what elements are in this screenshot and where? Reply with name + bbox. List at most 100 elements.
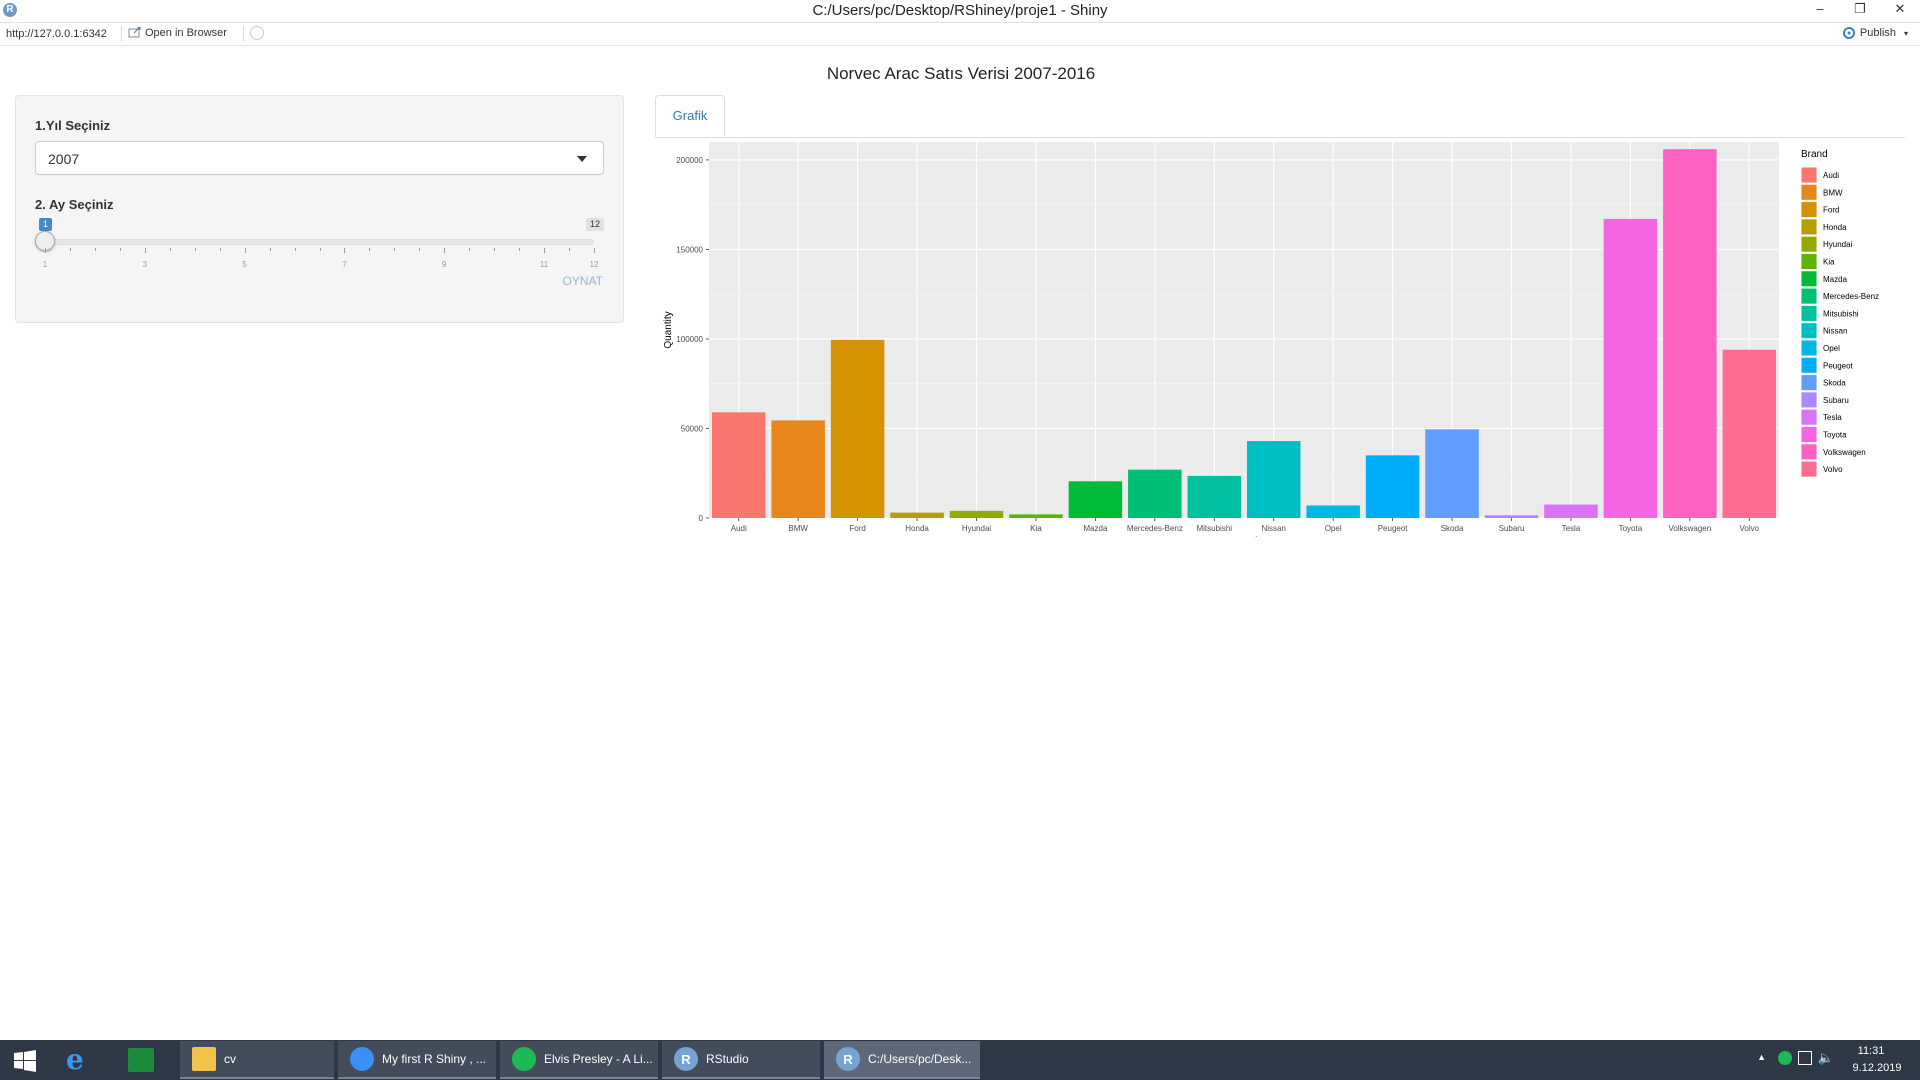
slider-tick	[269, 248, 271, 251]
x-tick-label: Mercedes-Benz	[1127, 524, 1183, 533]
slider-tick	[569, 248, 571, 251]
legend-swatch-tesla	[1801, 409, 1817, 425]
legend-label: Tesla	[1823, 413, 1842, 422]
sidebar-panel: 1.Yıl Seçiniz 2007 2. Ay Seçiniz 1 12 1 3…	[15, 95, 624, 323]
bar-volvo	[1722, 349, 1777, 518]
month-label: 2. Ay Seçiniz	[35, 197, 114, 212]
x-tick-label: Tesla	[1562, 524, 1581, 533]
legend-label: Mitsubishi	[1823, 309, 1859, 318]
slider-tick	[319, 248, 321, 251]
year-label: 1.Yıl Seçiniz	[35, 118, 111, 133]
bar-mercedes-benz	[1128, 469, 1182, 518]
restore-button[interactable]: ❐	[1854, 1, 1866, 16]
legend-title: Brand	[1801, 149, 1828, 160]
minimize-button[interactable]: –	[1816, 1, 1824, 16]
legend-swatch-mitsubishi	[1801, 305, 1817, 321]
y-tick-label: 50000	[681, 424, 704, 433]
internet-explorer-icon[interactable]: e	[66, 1043, 84, 1076]
x-tick-label: Audi	[731, 524, 747, 533]
window-title: C:/Users/pc/Desktop/RShiney/proje1 - Shi…	[812, 2, 1108, 19]
chrome-icon	[350, 1047, 374, 1071]
x-tick-label: Mazda	[1083, 524, 1108, 533]
taskbar-item[interactable]: R C:/Users/pc/Desk...	[824, 1041, 980, 1079]
legend-label: Mercedes-Benz	[1823, 292, 1879, 301]
taskbar-item[interactable]: R RStudio	[662, 1041, 820, 1079]
folder-icon	[192, 1047, 216, 1071]
slider-tick	[94, 248, 96, 251]
slider-max-badge: 12	[585, 218, 604, 231]
legend-swatch-honda	[1801, 219, 1817, 235]
publish-button[interactable]: Publish ▾	[1842, 27, 1908, 39]
legend-swatch-hyundai	[1801, 236, 1817, 252]
open-in-browser-button[interactable]: Open in Browser	[128, 27, 227, 39]
legend-label: BMW	[1823, 188, 1843, 197]
legend-swatch-volvo	[1801, 461, 1817, 477]
slider-tick	[369, 248, 371, 251]
legend-swatch-peugeot	[1801, 357, 1817, 373]
refresh-icon[interactable]	[250, 26, 264, 40]
legend-swatch-volkswagen	[1801, 444, 1817, 460]
toolbar-divider	[243, 26, 244, 42]
network-icon[interactable]	[1798, 1051, 1812, 1065]
spotify-tray-icon[interactable]	[1778, 1051, 1792, 1065]
slider-tick	[244, 248, 246, 253]
viewer-toolbar: http://127.0.0.1:6342 Open in Browser Pu…	[0, 23, 1920, 46]
slider-tick	[294, 248, 296, 251]
legend-label: Kia	[1823, 258, 1835, 267]
slider-tick-label: 11	[539, 260, 549, 269]
tray-expand-icon[interactable]: ▲	[1757, 1052, 1766, 1062]
x-axis-title: Brand	[1231, 536, 1258, 537]
x-tick-label: Volkswagen	[1668, 524, 1711, 533]
publish-label: Publish	[1859, 27, 1896, 39]
taskbar-item-label: Elvis Presley - A Li...	[544, 1052, 653, 1066]
slider-tick	[544, 248, 546, 253]
legend-label: Mazda	[1823, 275, 1848, 284]
tab-bar: Grafik	[655, 95, 1905, 138]
store-icon[interactable]	[128, 1048, 154, 1072]
slider-tick	[219, 248, 221, 251]
y-tick-label: 200000	[676, 156, 703, 165]
volume-icon[interactable]: 🔈	[1817, 1050, 1834, 1065]
legend-swatch-bmw	[1801, 184, 1817, 200]
legend-label: Honda	[1823, 223, 1847, 232]
bar-kia	[1009, 514, 1063, 518]
legend-swatch-nissan	[1801, 323, 1817, 339]
taskbar-item[interactable]: cv	[180, 1041, 334, 1079]
tab-grafik[interactable]: Grafik	[655, 95, 725, 137]
open-browser-label: Open in Browser	[145, 27, 227, 39]
x-tick-label: Ford	[849, 524, 865, 533]
legend-label: Opel	[1823, 344, 1840, 353]
windows-start-icon[interactable]	[14, 1050, 36, 1072]
legend-label: Audi	[1823, 171, 1839, 180]
clock-date[interactable]: 9.12.2019	[1852, 1062, 1902, 1074]
x-tick-label: Toyota	[1619, 524, 1643, 533]
bar-honda	[890, 512, 944, 518]
r-icon: R	[836, 1047, 860, 1071]
bar-hyundai	[949, 510, 1004, 518]
slider-tick	[394, 248, 396, 251]
publish-dropdown-icon[interactable]: ▾	[1903, 28, 1908, 38]
play-button[interactable]: OYNAT	[562, 274, 603, 288]
slider-tick	[469, 248, 471, 251]
clock-time[interactable]: 11:31	[1857, 1045, 1885, 1057]
bar-ford	[830, 339, 885, 518]
slider-track[interactable]	[45, 239, 594, 245]
legend-swatch-audi	[1801, 167, 1817, 183]
x-tick-label: Subaru	[1499, 524, 1525, 533]
month-slider[interactable]: 1 12 1 3 5 7 9 11 12	[35, 218, 604, 278]
slider-tick-label: 3	[142, 260, 148, 269]
year-select[interactable]: 2007	[35, 141, 604, 175]
close-button[interactable]: ✕	[1894, 1, 1906, 16]
taskbar-item[interactable]: My first R Shiny , ...	[338, 1041, 496, 1079]
open-browser-icon	[128, 27, 141, 38]
page-title: Norvec Arac Satıs Verisi 2007-2016	[0, 64, 1920, 84]
bar-tesla	[1544, 504, 1598, 518]
bar-mitsubishi	[1187, 475, 1242, 518]
url-text[interactable]: http://127.0.0.1:6342	[6, 28, 107, 40]
slider-tick	[69, 248, 71, 251]
bar-mazda	[1068, 481, 1123, 518]
slider-tick-label: 7	[342, 260, 347, 269]
x-tick-label: Honda	[905, 524, 929, 533]
taskbar-item[interactable]: Elvis Presley - A Li...	[500, 1041, 658, 1079]
y-tick-label: 150000	[676, 245, 703, 254]
